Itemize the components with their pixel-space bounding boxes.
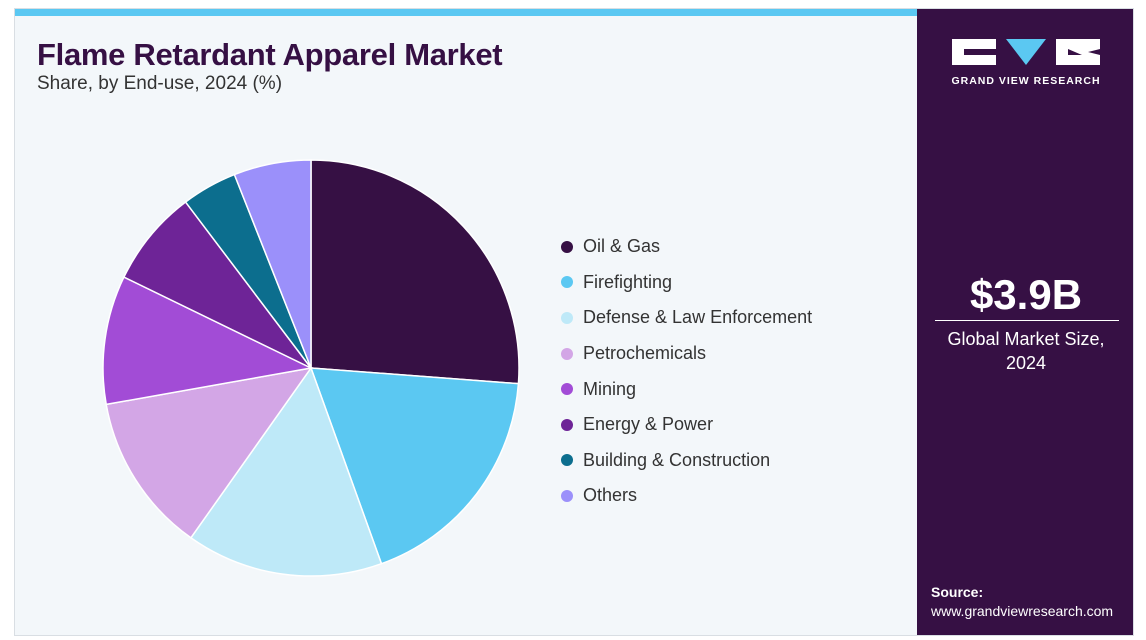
legend-swatch (561, 311, 573, 324)
logo-text: GRAND VIEW RESEARCH (951, 75, 1101, 87)
source-label: Source: (931, 584, 984, 600)
pie-slice-mining (102, 276, 314, 406)
legend-item-firefighting: Firefighting (561, 265, 812, 301)
legend-item-others: Others (561, 478, 812, 514)
chart-title: Flame Retardant Apparel Market (37, 37, 503, 72)
legend-label: Others (583, 485, 638, 506)
market-size-label-line2: 2024 (1005, 353, 1047, 373)
legend-swatch (561, 240, 573, 253)
legend-label: Defense & Law Enforcement (583, 307, 813, 328)
legend-item-mining: Mining (561, 371, 812, 407)
pie-slice-defense-and-law-enforcement (189, 366, 383, 577)
legend-label: Petrochemicals (583, 343, 707, 364)
market-size-label: Global Market Size, 2024 (927, 327, 1125, 375)
market-size-label-line1: Global Market Size, (947, 329, 1105, 349)
pie-slice-others (233, 159, 312, 369)
legend-swatch (561, 276, 573, 289)
market-size-value: $3.9B (969, 271, 1083, 318)
chart-card: Flame Retardant Apparel Market Share, by… (14, 8, 1134, 636)
legend-label: Energy & Power (583, 414, 714, 435)
legend-item-oil-and-gas: Oil & Gas (561, 229, 812, 265)
legend-label: Building & Construction (583, 449, 771, 470)
chart-legend: Oil & Gas Firefighting Defense & Law Enfor… (561, 229, 812, 514)
legend-swatch (561, 418, 573, 431)
legend-label: Firefighting (583, 271, 673, 292)
source-url: www.grandviewresearch.com (931, 603, 1114, 619)
legend-swatch (561, 383, 573, 396)
legend-item-defense-and-law-enforcement: Defense & Law Enforcement (561, 300, 812, 336)
chart-subtitle: Share, by End-use, 2024 (%) (37, 73, 283, 94)
legend-label: Mining (583, 378, 637, 399)
divider (935, 320, 1119, 321)
pie-chart (102, 159, 520, 577)
legend-swatch (561, 347, 573, 360)
legend-swatch (561, 454, 573, 467)
legend-item-petrochemicals: Petrochemicals (561, 336, 812, 372)
grand-view-research-logo (952, 39, 1100, 65)
legend-swatch (561, 489, 573, 502)
sidebar-panel: GRAND VIEW RESEARCH $3.9B Global Market … (917, 9, 1133, 635)
legend-label: Oil & Gas (583, 236, 661, 257)
pie-slice-firefighting (309, 367, 520, 565)
pie-slice-energy-and-power (122, 201, 312, 369)
legend-item-building-and-construction: Building & Construction (561, 443, 812, 479)
pie-slice-petrochemicals (105, 366, 313, 539)
accent-bar (15, 9, 917, 16)
legend-item-energy-and-power: Energy & Power (561, 407, 812, 443)
pie-slice-oil-and-gas (310, 159, 520, 385)
